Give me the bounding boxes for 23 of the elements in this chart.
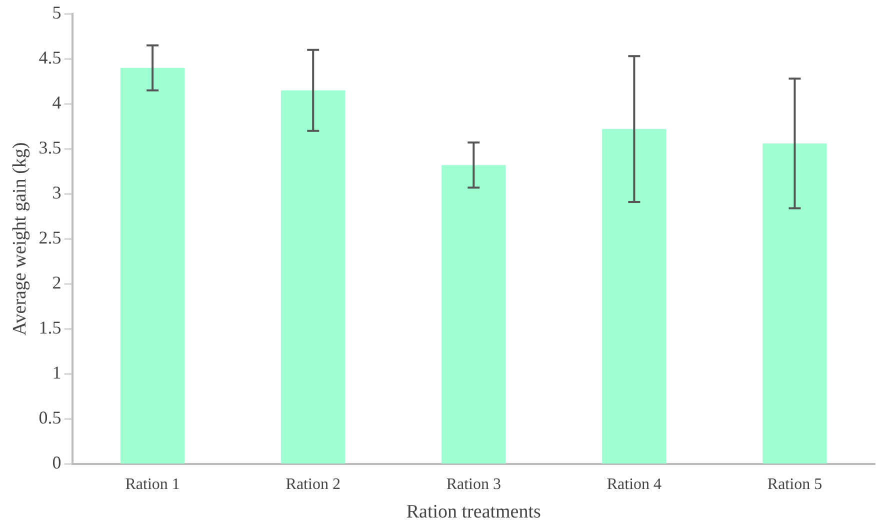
bar [120,68,185,464]
y-tick-label: 1 [52,362,62,383]
y-axis-title: Average weight gain (kg) [9,142,30,336]
x-tick-label: Ration 5 [767,476,822,493]
y-tick-label: 4 [52,92,62,113]
y-tick-label: 3 [52,182,62,203]
x-tick-label: Ration 1 [125,476,180,493]
y-tick-label: 4.5 [38,48,62,68]
bar [442,165,506,464]
y-tick-label: 2.5 [38,228,62,248]
x-tick-label: Ration 4 [606,476,662,493]
y-tick-label: 0 [52,452,62,473]
bar [281,90,346,464]
y-tick-label: 0.5 [38,408,62,428]
y-tick-label: 2 [52,272,62,293]
y-tick-label: 1.5 [38,318,62,338]
bar [602,129,666,464]
bar [762,143,827,464]
y-tick-label: 5 [52,2,62,23]
y-tick-label: 3.5 [38,138,62,158]
x-tick-label: Ration 3 [446,476,501,493]
x-tick-label: Ration 2 [286,476,340,493]
x-axis-title: Ration treatments [406,502,541,523]
